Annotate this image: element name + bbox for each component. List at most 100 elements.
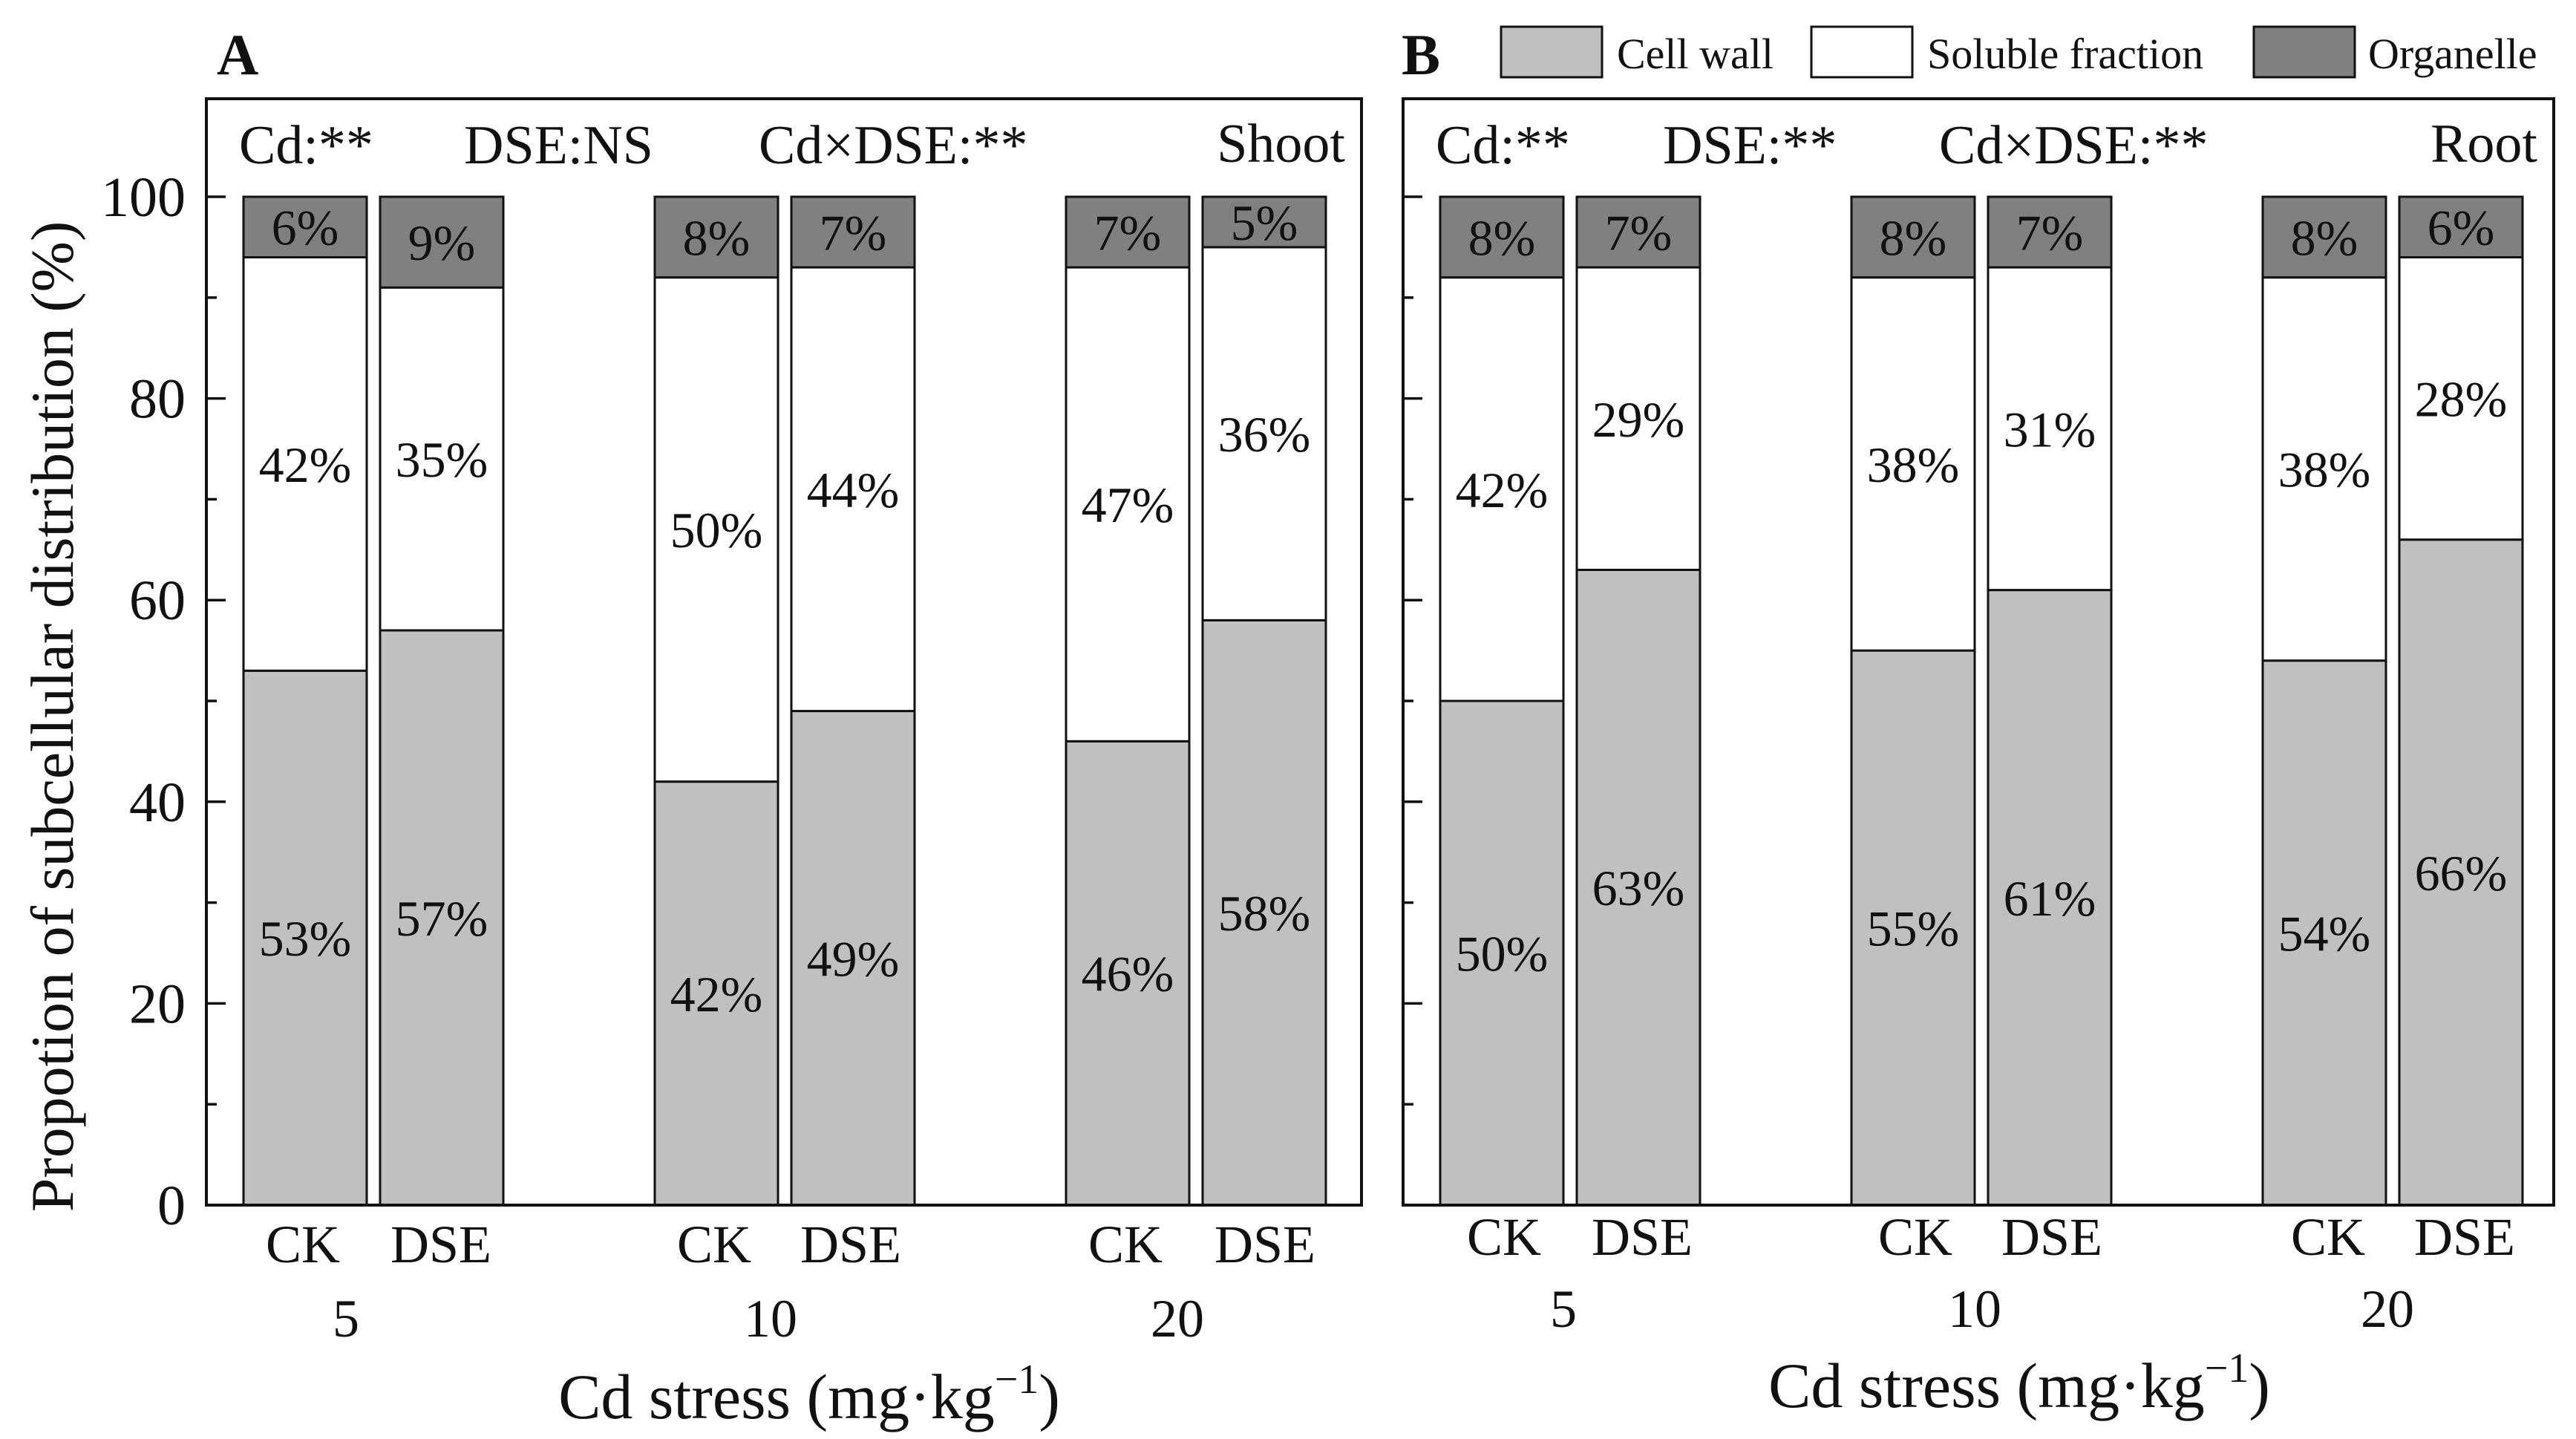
bar-segment-soluble-fraction <box>1850 276 1976 652</box>
bar-segment-soluble-fraction <box>653 276 779 783</box>
data-label-organelle: 8% <box>683 209 751 266</box>
legend-label-soluble-fraction: Soluble fraction <box>1927 30 2203 78</box>
x-category-label: CK <box>1467 1207 1541 1267</box>
data-label-organelle: 8% <box>1468 209 1536 266</box>
bar-segment-cell-wall <box>1575 568 1701 1207</box>
bar-segment-organelle <box>1065 195 1191 269</box>
data-label-soluble-fraction: 42% <box>259 437 352 493</box>
data-label-soluble-fraction: 47% <box>1082 477 1174 533</box>
bar-segment-organelle <box>2398 195 2524 258</box>
data-label-soluble-fraction: 31% <box>2004 401 2096 457</box>
data-label-cell-wall: 49% <box>807 930 900 987</box>
data-label-organelle: 6% <box>272 200 339 256</box>
data-label-cell-wall: 61% <box>2004 870 2096 927</box>
y-tick-label: 20 <box>129 973 186 1035</box>
data-label-organelle: 6% <box>2428 200 2495 256</box>
x-category-label: DSE <box>1215 1215 1315 1274</box>
x-category-label: CK <box>677 1215 751 1274</box>
legend-swatch-organelle <box>2252 25 2356 79</box>
panel-a-stat-interaction: Cd×DSE:** <box>759 115 1027 176</box>
x-category-label: CK <box>1878 1207 1952 1267</box>
bar-segment-cell-wall <box>2261 659 2387 1207</box>
panel-b-stat-interaction: Cd×DSE:** <box>1939 115 2208 176</box>
y-tick-label: 80 <box>129 368 186 431</box>
panel-b-yticks <box>1403 195 1422 1207</box>
data-label-cell-wall: 50% <box>1456 926 1549 982</box>
panel-a-letter: A <box>217 22 258 87</box>
bar-segment-organelle <box>1850 195 1976 279</box>
y-tick-label: 60 <box>129 570 186 632</box>
x-group-label: 10 <box>744 1289 797 1348</box>
bar-segment-cell-wall <box>1439 699 1565 1207</box>
panel-a-tissue-label: Shoot <box>1217 114 1345 174</box>
data-label-soluble-fraction: 28% <box>2415 371 2508 428</box>
panel-b-letter: B <box>1402 22 1440 87</box>
bar-segment-soluble-fraction <box>1575 266 1701 571</box>
data-label-soluble-fraction: 36% <box>1218 406 1311 463</box>
bar-segment-cell-wall <box>379 629 505 1207</box>
legend-swatch-cell-wall <box>1500 25 1604 79</box>
bar-segment-cell-wall <box>1201 619 1327 1207</box>
panel-b: B 50% 42% 8% 63% 29% 7% 55% 38% 8% 61% 31% 7% 54% 38%… <box>1402 22 2555 1421</box>
data-label-cell-wall: 53% <box>259 910 352 967</box>
data-label-cell-wall: 42% <box>670 966 763 1022</box>
bar-segment-soluble-fraction <box>2398 255 2524 541</box>
x-category-label: DSE <box>1592 1207 1693 1267</box>
y-tick-label: 0 <box>157 1175 186 1237</box>
data-label-organelle: 8% <box>2291 209 2358 266</box>
data-label-soluble-fraction: 38% <box>2278 442 2371 498</box>
bar-segment-organelle <box>653 195 779 279</box>
panel-b-stat-cd: Cd:** <box>1436 115 1570 176</box>
panel-b-stat-dse: DSE:** <box>1663 115 1837 176</box>
x-group-label: 5 <box>1550 1279 1577 1339</box>
data-label-organelle: 7% <box>2016 205 2084 261</box>
x-group-label: 5 <box>333 1289 359 1348</box>
data-label-cell-wall: 46% <box>1082 946 1174 1002</box>
data-label-organelle: 5% <box>1231 195 1298 251</box>
panel-b-tissue-label: Root <box>2430 114 2537 174</box>
x-group-label: 10 <box>1948 1279 2001 1339</box>
data-label-soluble-fraction: 44% <box>807 462 900 518</box>
panel-a: A 53%42%6%57%35%9%42%50%8%49%44%7%46%47%… <box>101 22 1363 1432</box>
bar-segment-soluble-fraction <box>242 255 368 672</box>
bar-segment-organelle <box>1201 195 1327 249</box>
bar-segment-soluble-fraction <box>790 266 916 713</box>
x-category-label: CK <box>266 1215 340 1274</box>
bar-segment-organelle <box>242 195 368 258</box>
data-label-soluble-fraction: 38% <box>1867 437 1960 493</box>
data-label-soluble-fraction: 50% <box>670 502 763 558</box>
bar-segment-cell-wall <box>1987 589 2113 1207</box>
x-category-label: DSE <box>390 1215 491 1274</box>
bar-segment-organelle <box>1439 195 1565 279</box>
panel-a-bars: 53% 42% 6% 57% 35% 9% 42% 50% 8% 49% 44% 7% 46% 47% 7%… <box>242 195 1327 1207</box>
bar-segment-soluble-fraction <box>1439 276 1565 702</box>
legend-label-organelle: Organelle <box>2368 30 2537 78</box>
legend-label-cell-wall: Cell wall <box>1617 30 1774 78</box>
data-label-cell-wall: 58% <box>1218 885 1311 942</box>
bar-segment-organelle <box>379 195 505 289</box>
bar-segment-organelle <box>1575 195 1701 269</box>
bar-segment-cell-wall <box>790 710 916 1207</box>
data-label-organelle: 7% <box>1094 205 1162 261</box>
data-label-cell-wall: 55% <box>1867 901 1960 957</box>
x-category-label: DSE <box>800 1215 901 1274</box>
data-label-organelle: 7% <box>1605 205 1673 261</box>
bar-segment-cell-wall <box>242 669 368 1207</box>
legend-swatch-soluble-fraction <box>1810 25 1914 79</box>
x-category-label: CK <box>1088 1215 1163 1274</box>
x-category-label: CK <box>2291 1207 2365 1267</box>
panel-a-plot-frame <box>205 97 1363 1207</box>
y-tick-label: 40 <box>129 771 186 834</box>
data-label-cell-wall: 66% <box>2415 845 2508 901</box>
x-category-label: DSE <box>2001 1207 2102 1267</box>
y-axis-title: Propotion of subcellular distribution (%… <box>19 221 86 1213</box>
bar-segment-soluble-fraction <box>1201 246 1327 621</box>
data-label-organelle: 7% <box>820 205 887 261</box>
bar-segment-soluble-fraction <box>1987 266 2113 592</box>
data-label-soluble-fraction: 42% <box>1456 462 1549 518</box>
x-group-label: 20 <box>1151 1289 1204 1348</box>
x-group-label: 20 <box>2361 1279 2414 1339</box>
data-label-cell-wall: 63% <box>1592 860 1685 916</box>
